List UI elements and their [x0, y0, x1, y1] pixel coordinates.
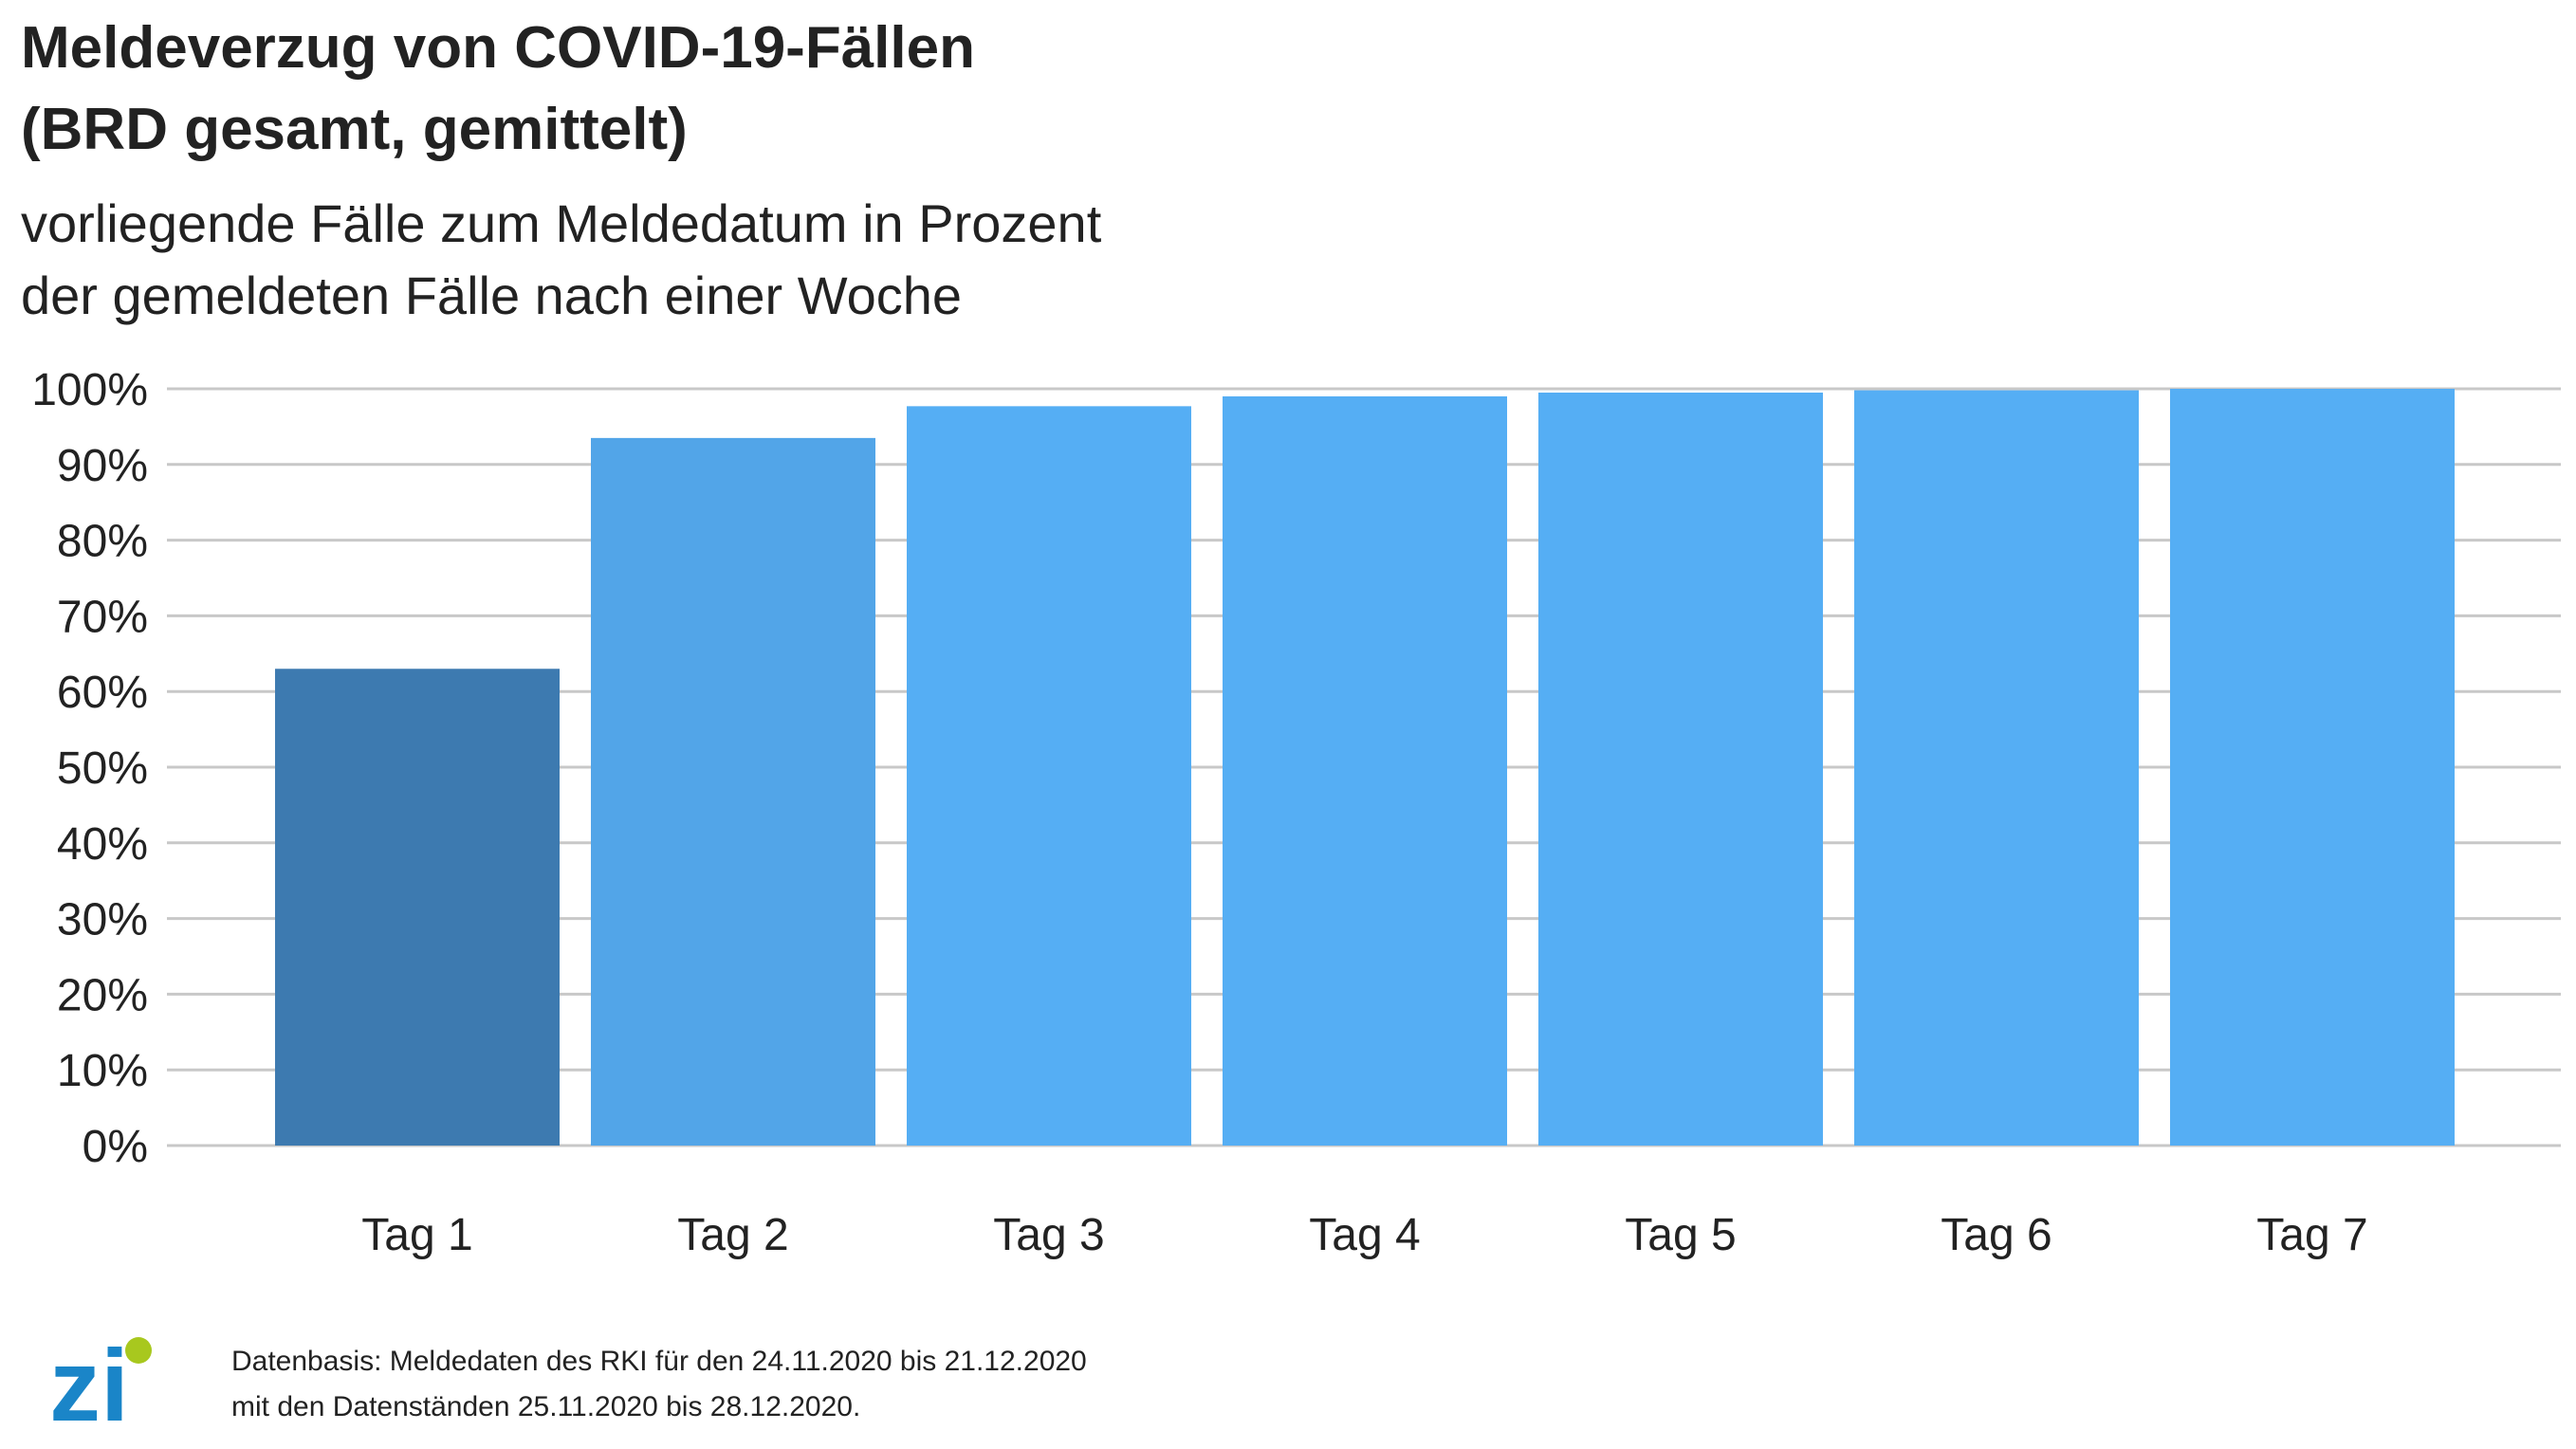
x-category-label: Tag 4 [1309, 1210, 1420, 1260]
bar-tag-2 [591, 437, 875, 1146]
y-tick-label: 70% [57, 592, 148, 642]
bar-tag-1 [275, 669, 560, 1146]
bar-tag-3 [907, 406, 1191, 1146]
zi-logo: zi [49, 1335, 152, 1430]
bars [275, 389, 2455, 1146]
y-tick-label: 20% [57, 970, 148, 1020]
x-category-label: Tag 1 [361, 1210, 472, 1260]
y-tick-label: 60% [57, 668, 148, 718]
bar-tag-4 [1223, 395, 1507, 1146]
y-tick-label: 10% [57, 1046, 148, 1096]
y-tick-label: 100% [31, 365, 148, 415]
y-tick-label: 0% [83, 1122, 148, 1172]
y-tick-label: 90% [57, 441, 148, 491]
x-axis-category-labels: Tag 1 Tag 2 Tag 3 Tag 4 Tag 5 Tag 6 Tag 7 [361, 1210, 2367, 1260]
bar-tag-5 [1538, 392, 1823, 1146]
chart-title-line-2: (BRD gesamt, gemittelt) [21, 97, 688, 162]
chart-subtitle-line-2: der gemeldeten Fälle nach einer Woche [21, 266, 963, 325]
chart-subtitle-line-1: vorliegende Fälle zum Meldedatum in Proz… [21, 193, 1102, 253]
x-category-label: Tag 7 [2256, 1210, 2367, 1260]
chart-title: Meldeverzug von COVID-19-Fällen (BRD ges… [21, 8, 975, 171]
y-tick-label: 80% [57, 517, 148, 567]
source-note-line-1: Datenbasis: Meldedaten des RKI für den 2… [231, 1346, 1087, 1377]
y-axis-tick-labels: 0% 10% 20% 30% 40% 50% 60% 70% 80% 90% 100% [31, 365, 148, 1172]
bar-tag-7 [2170, 389, 2455, 1146]
chart-subtitle: vorliegende Fälle zum Meldedatum in Proz… [21, 188, 1101, 332]
source-note: Datenbasis: Meldedaten des RKI für den 2… [231, 1339, 1087, 1430]
bar-tag-6 [1854, 390, 2139, 1146]
x-category-label: Tag 6 [1941, 1210, 2052, 1260]
chart-title-line-1: Meldeverzug von COVID-19-Fällen [21, 15, 975, 81]
zi-logo-letters: zi [49, 1335, 129, 1430]
y-tick-label: 40% [57, 819, 148, 870]
y-tick-label: 50% [57, 743, 148, 794]
x-category-label: Tag 2 [677, 1210, 788, 1260]
x-category-label: Tag 3 [993, 1210, 1104, 1260]
x-category-label: Tag 5 [1625, 1210, 1736, 1260]
zi-logo-dot [125, 1337, 152, 1364]
source-note-line-2: mit den Datenständen 25.11.2020 bis 28.1… [231, 1391, 861, 1422]
y-tick-label: 30% [57, 895, 148, 945]
